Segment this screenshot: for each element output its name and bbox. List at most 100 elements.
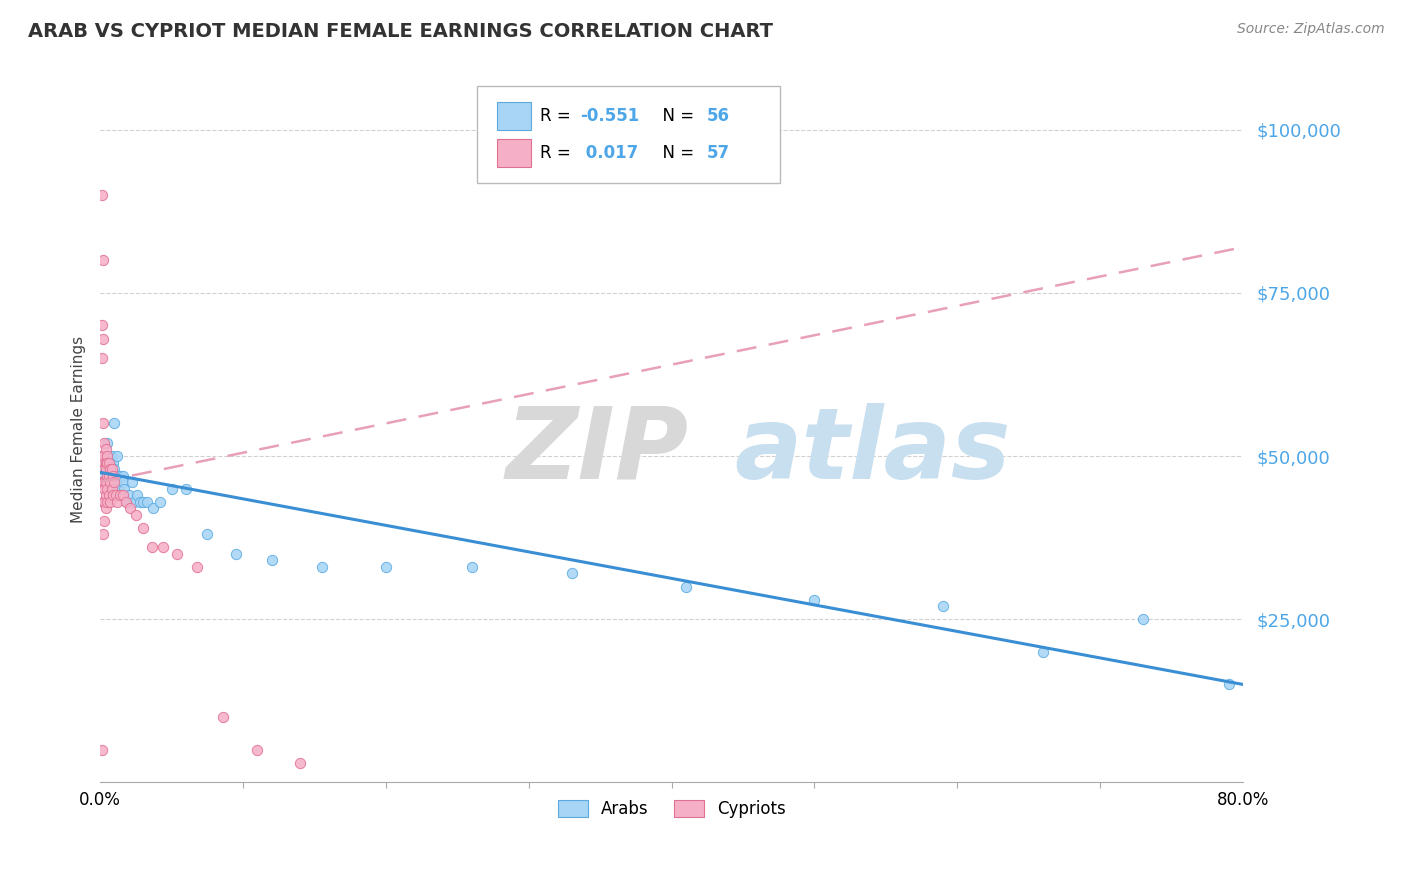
Point: [117, 494, 139, 508]
Point: [225, 547, 247, 561]
Point: [1132, 612, 1154, 626]
Point: [160, 482, 183, 496]
Point: [127, 488, 149, 502]
Point: [132, 521, 155, 535]
Point: [97, 468, 120, 483]
Point: [90, 188, 112, 202]
Point: [97, 449, 120, 463]
Point: [105, 468, 128, 483]
Point: [100, 462, 122, 476]
Point: [94, 462, 117, 476]
Point: [91, 449, 114, 463]
Point: [96, 482, 118, 496]
Point: [104, 475, 127, 489]
Point: [93, 468, 115, 483]
Point: [111, 468, 134, 483]
Point: [90, 475, 112, 489]
Legend: Arabs, Cypriots: Arabs, Cypriots: [551, 793, 792, 825]
Point: [132, 494, 155, 508]
Point: [103, 462, 125, 476]
Point: [166, 547, 188, 561]
Point: [93, 462, 115, 476]
Point: [96, 449, 118, 463]
Point: [101, 468, 124, 483]
Point: [97, 462, 120, 476]
Point: [112, 482, 135, 496]
Point: [93, 514, 115, 528]
Point: [97, 488, 120, 502]
Point: [460, 560, 482, 574]
FancyBboxPatch shape: [477, 86, 780, 183]
Point: [96, 494, 118, 508]
Point: [121, 475, 143, 489]
Point: [100, 449, 122, 463]
Point: [152, 541, 174, 555]
Point: [94, 462, 117, 476]
Point: [91, 494, 114, 508]
Point: [115, 494, 138, 508]
Point: [97, 456, 120, 470]
Point: [142, 501, 165, 516]
Point: [141, 541, 163, 555]
Point: [103, 417, 125, 431]
Point: [932, 599, 955, 614]
Point: [111, 475, 134, 489]
Point: [803, 592, 825, 607]
Point: [91, 417, 114, 431]
Point: [105, 449, 128, 463]
Point: [90, 318, 112, 333]
Text: ZIP: ZIP: [506, 402, 689, 500]
Text: R =: R =: [540, 107, 576, 125]
Point: [98, 468, 121, 483]
Point: [108, 488, 131, 502]
Point: [90, 449, 112, 463]
Point: [118, 488, 141, 502]
Point: [1032, 645, 1054, 659]
Point: [93, 449, 115, 463]
Point: [94, 442, 117, 457]
Text: N =: N =: [652, 107, 700, 125]
Point: [96, 468, 118, 483]
Point: [91, 332, 114, 346]
Point: [124, 494, 146, 508]
Text: 0.017: 0.017: [581, 144, 638, 161]
Text: R =: R =: [540, 144, 576, 161]
Text: -0.551: -0.551: [581, 107, 640, 125]
Point: [100, 462, 122, 476]
Point: [96, 468, 118, 483]
Point: [93, 436, 115, 450]
Point: [90, 742, 112, 756]
Text: atlas: atlas: [734, 402, 1011, 500]
Point: [107, 482, 129, 496]
Point: [105, 494, 128, 508]
Point: [195, 527, 218, 541]
Point: [94, 501, 117, 516]
Point: [98, 494, 121, 508]
Point: [129, 494, 152, 508]
Y-axis label: Median Female Earnings: Median Female Earnings: [72, 336, 86, 524]
Point: [91, 462, 114, 476]
Point: [1218, 677, 1240, 691]
Bar: [496, 102, 531, 130]
Point: [98, 462, 121, 476]
Point: [186, 560, 208, 574]
Point: [125, 508, 148, 522]
Point: [94, 488, 117, 502]
Point: [96, 456, 118, 470]
Point: [212, 710, 235, 724]
Point: [96, 449, 118, 463]
Point: [246, 742, 269, 756]
Point: [374, 560, 396, 574]
Bar: [496, 139, 531, 167]
Point: [91, 475, 114, 489]
Point: [98, 462, 121, 476]
Point: [94, 449, 117, 463]
Point: [90, 449, 112, 463]
Point: [100, 482, 122, 496]
Point: [260, 553, 283, 567]
Text: ARAB VS CYPRIOT MEDIAN FEMALE EARNINGS CORRELATION CHART: ARAB VS CYPRIOT MEDIAN FEMALE EARNINGS C…: [28, 22, 773, 41]
Point: [91, 527, 114, 541]
Point: [93, 475, 115, 489]
Text: N =: N =: [652, 144, 700, 161]
Point: [93, 482, 115, 496]
